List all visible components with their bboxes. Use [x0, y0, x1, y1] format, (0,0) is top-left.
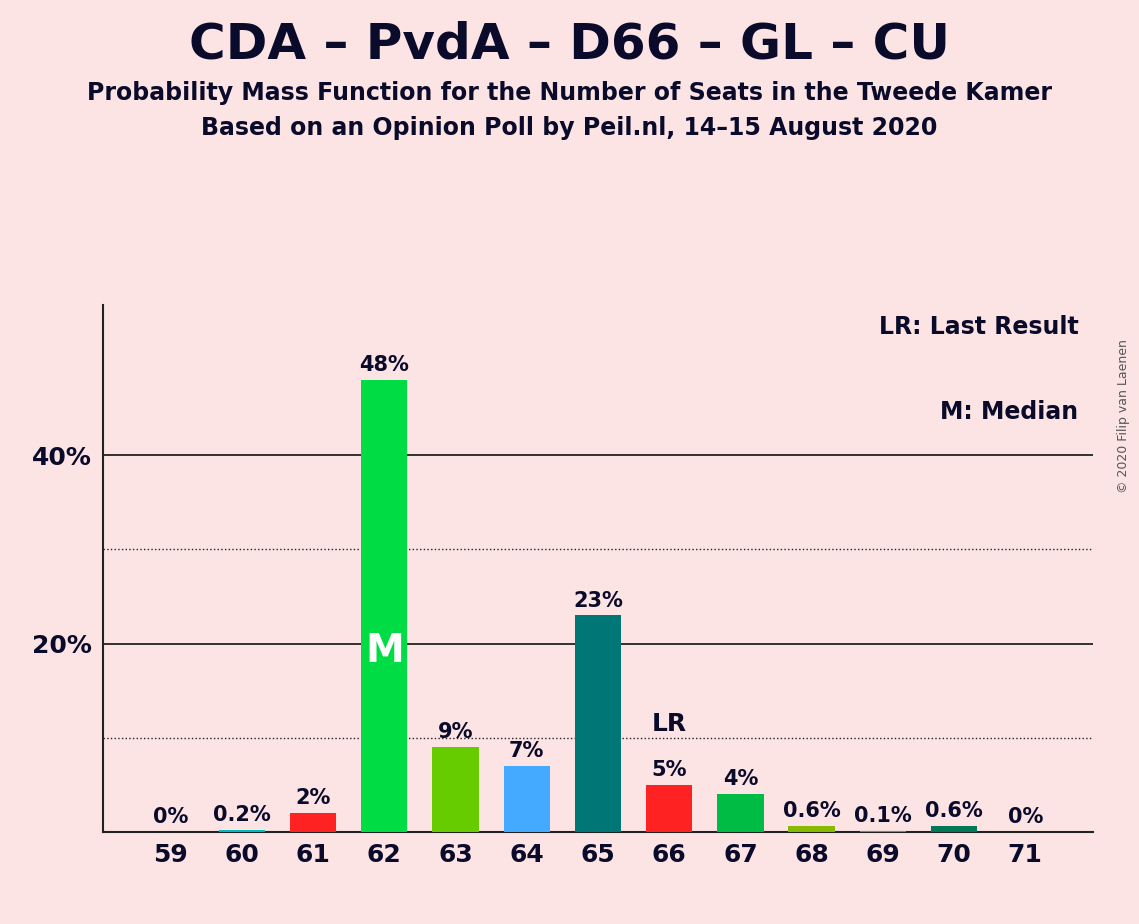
Text: Probability Mass Function for the Number of Seats in the Tweede Kamer: Probability Mass Function for the Number… — [87, 81, 1052, 105]
Bar — [575, 615, 621, 832]
Bar — [219, 830, 265, 832]
Text: 9%: 9% — [437, 723, 474, 742]
Text: 0.6%: 0.6% — [782, 801, 841, 821]
Text: 0%: 0% — [1008, 807, 1043, 827]
Text: 48%: 48% — [360, 356, 409, 375]
Text: 7%: 7% — [509, 741, 544, 761]
Text: M: Median: M: Median — [941, 400, 1079, 424]
Bar — [931, 826, 977, 832]
Bar — [503, 766, 550, 832]
Text: 23%: 23% — [573, 590, 623, 611]
Bar — [718, 794, 763, 832]
Text: 4%: 4% — [723, 770, 759, 789]
Text: CDA – PvdA – D66 – GL – CU: CDA – PvdA – D66 – GL – CU — [189, 20, 950, 68]
Text: LR: Last Result: LR: Last Result — [879, 315, 1079, 339]
Text: 2%: 2% — [295, 788, 330, 808]
Text: M: M — [364, 632, 403, 670]
Bar — [788, 826, 835, 832]
Text: 0.2%: 0.2% — [213, 805, 271, 825]
Text: 0.1%: 0.1% — [854, 806, 911, 826]
Text: © 2020 Filip van Laenen: © 2020 Filip van Laenen — [1117, 339, 1130, 492]
Text: Based on an Opinion Poll by Peil.nl, 14–15 August 2020: Based on an Opinion Poll by Peil.nl, 14–… — [202, 116, 937, 140]
Bar — [860, 831, 906, 832]
Bar — [646, 784, 693, 832]
Bar — [433, 747, 478, 832]
Text: 0.6%: 0.6% — [925, 801, 983, 821]
Text: LR: LR — [652, 711, 687, 736]
Text: 0%: 0% — [153, 807, 188, 827]
Bar — [290, 813, 336, 832]
Bar — [361, 380, 408, 832]
Text: 5%: 5% — [652, 760, 687, 780]
